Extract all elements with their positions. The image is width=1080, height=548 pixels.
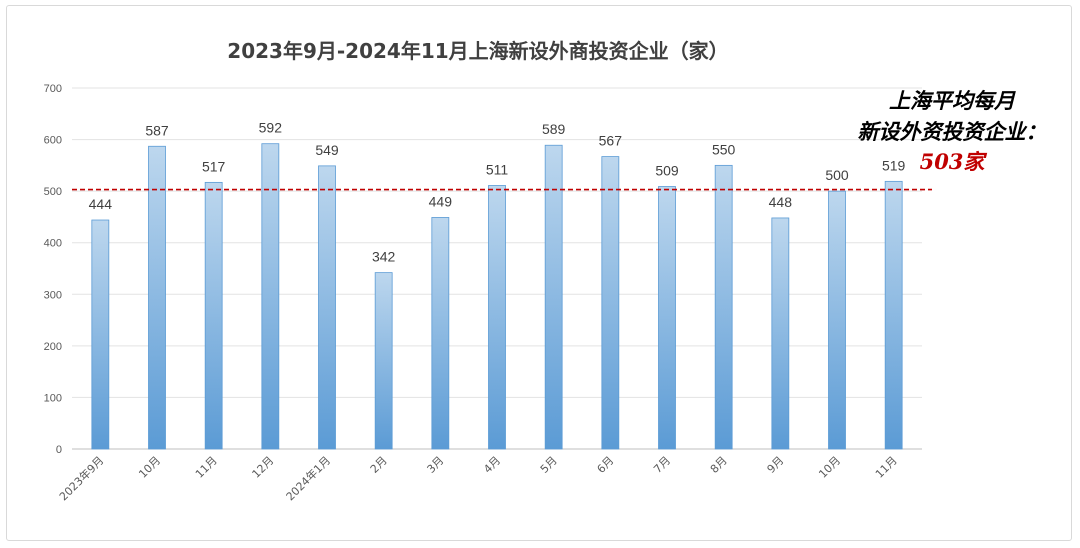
x-axis: 2023年9月 10月 11月 12月 2024年1月 2月 3月 4月 5月 6月 7月 8月 9月 1… bbox=[56, 453, 900, 503]
average-value: 503家 bbox=[920, 149, 988, 174]
y-tick-label: 700 bbox=[44, 83, 62, 95]
data-label: 511 bbox=[486, 161, 509, 177]
y-tick-label: 100 bbox=[44, 392, 62, 404]
data-label: 444 bbox=[89, 196, 113, 212]
average-label-line1: 上海平均每月 bbox=[889, 88, 1016, 113]
bar bbox=[714, 164, 733, 450]
bar bbox=[318, 165, 336, 450]
x-tick-label: 4月 bbox=[481, 454, 503, 476]
bar bbox=[204, 181, 223, 450]
bar bbox=[658, 186, 676, 450]
bar bbox=[488, 185, 506, 450]
data-label: 519 bbox=[882, 157, 906, 173]
bar bbox=[91, 219, 110, 450]
data-label: 549 bbox=[315, 142, 339, 158]
x-tick-label: 2月 bbox=[368, 454, 390, 476]
bar bbox=[261, 143, 280, 450]
bar bbox=[828, 190, 846, 450]
x-tick-label: 7月 bbox=[651, 454, 673, 476]
y-tick-label: 300 bbox=[44, 289, 62, 301]
bar bbox=[884, 180, 903, 450]
data-label: 449 bbox=[429, 193, 453, 209]
data-label: 509 bbox=[655, 163, 679, 179]
x-tick-label: 10月 bbox=[136, 454, 163, 481]
x-tick-label: 3月 bbox=[425, 454, 447, 476]
chart-title: 2023年9月-2024年11月上海新设外商投资企业（家） bbox=[227, 39, 728, 63]
data-label: 592 bbox=[259, 120, 283, 136]
x-tick-label: 2024年1月 bbox=[283, 453, 333, 503]
data-label: 500 bbox=[825, 167, 849, 183]
data-label: 448 bbox=[769, 194, 793, 210]
x-tick-label: 2023年9月 bbox=[56, 453, 106, 503]
y-tick-label: 400 bbox=[44, 238, 62, 250]
y-tick-label: 500 bbox=[44, 186, 62, 198]
y-axis: 0 100 200 300 400 500 600 700 bbox=[44, 83, 62, 456]
x-tick-label: 11月 bbox=[193, 454, 220, 481]
data-label: 550 bbox=[712, 141, 736, 157]
data-label: 589 bbox=[542, 121, 566, 137]
bar bbox=[374, 272, 393, 450]
average-annotation: 上海平均每月 新设外资投资企业： 503家 bbox=[858, 88, 1047, 174]
data-label: 342 bbox=[372, 249, 396, 265]
x-tick-label: 6月 bbox=[595, 454, 617, 476]
y-tick-label: 0 bbox=[56, 444, 62, 456]
data-labels: 444 587 517 592 549 342 449 511 589 567 509 550 448 5… bbox=[89, 120, 906, 265]
data-label: 587 bbox=[145, 122, 169, 138]
bar bbox=[431, 217, 450, 450]
x-tick-label: 12月 bbox=[250, 454, 277, 481]
data-label: 567 bbox=[599, 133, 623, 149]
y-tick-label: 200 bbox=[44, 341, 62, 353]
x-tick-label: 10月 bbox=[816, 454, 843, 481]
x-tick-label: 11月 bbox=[873, 454, 900, 481]
bar bbox=[148, 145, 166, 450]
average-label-line2: 新设外资投资企业： bbox=[858, 119, 1047, 144]
y-tick-label: 600 bbox=[44, 135, 62, 147]
bar bbox=[601, 156, 620, 450]
bars bbox=[91, 143, 903, 450]
x-tick-label: 5月 bbox=[538, 454, 560, 476]
x-tick-label: 9月 bbox=[765, 454, 787, 476]
bar bbox=[544, 144, 563, 450]
bar bbox=[771, 217, 790, 450]
x-tick-label: 8月 bbox=[708, 454, 730, 476]
data-label: 517 bbox=[202, 158, 226, 174]
